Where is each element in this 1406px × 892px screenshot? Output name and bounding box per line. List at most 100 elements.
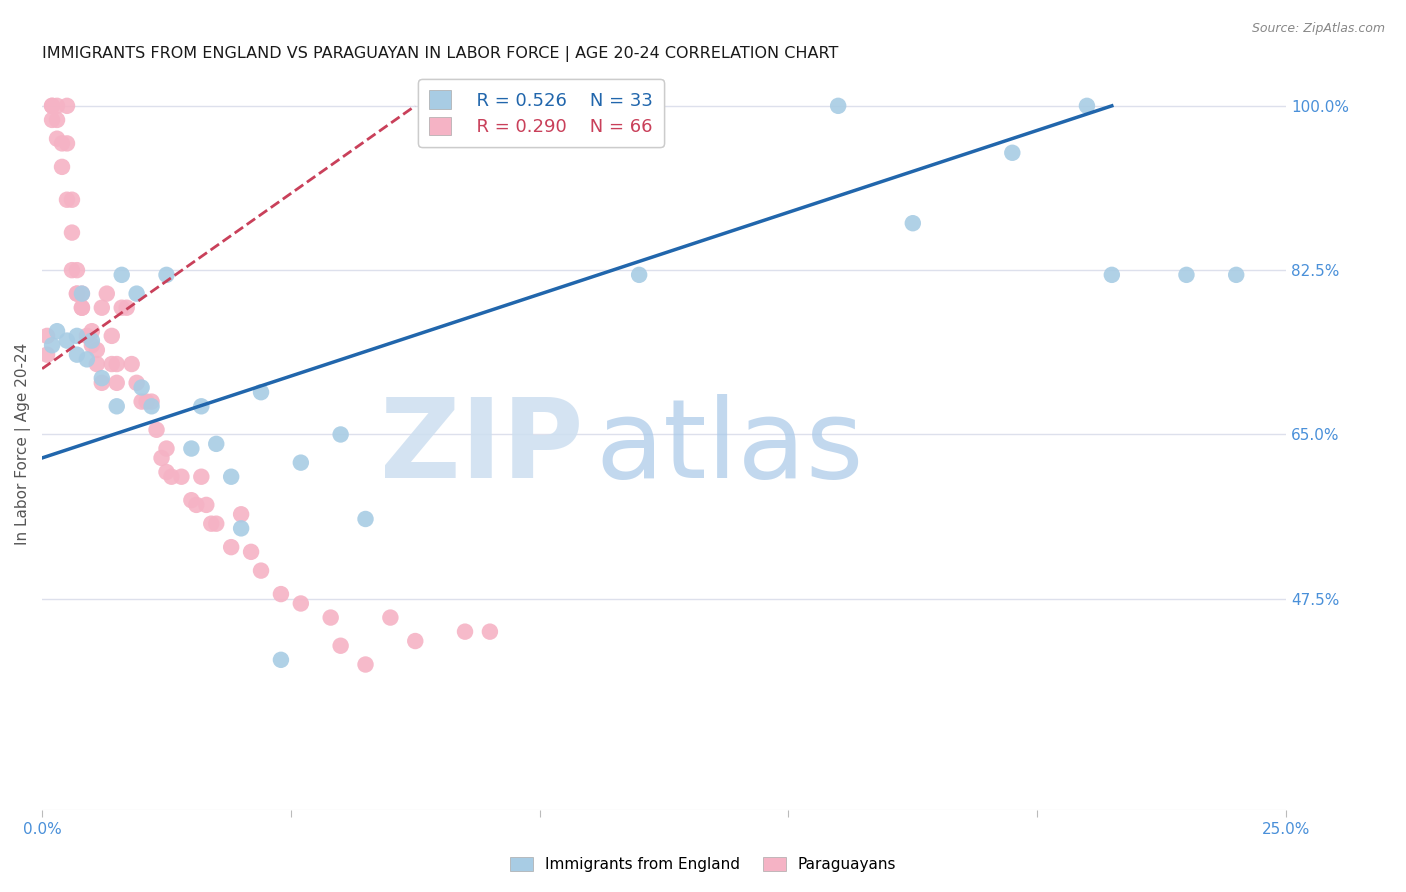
Point: [190, 399, 212, 413]
Point: [380, 610, 402, 624]
Point: [155, 465, 177, 479]
Point: [105, 376, 128, 390]
Point: [229, 521, 252, 535]
Point: [80, 334, 103, 348]
Point: [90, 301, 112, 315]
Point: [35, 329, 58, 343]
Point: [219, 469, 242, 483]
Point: [250, 385, 273, 400]
Point: [105, 357, 128, 371]
Point: [827, 99, 849, 113]
Point: [80, 338, 103, 352]
Point: [329, 427, 352, 442]
Point: [66, 286, 89, 301]
Point: [125, 376, 148, 390]
Point: [111, 301, 134, 315]
Point: [96, 286, 118, 301]
Y-axis label: In Labor Force | Age 20-24: In Labor Force | Age 20-24: [15, 343, 31, 545]
Point: [478, 624, 501, 639]
Point: [60, 226, 83, 240]
Point: [100, 329, 122, 343]
Point: [454, 624, 477, 639]
Point: [1101, 268, 1123, 282]
Point: [56, 334, 79, 348]
Point: [270, 587, 292, 601]
Point: [329, 639, 352, 653]
Point: [135, 394, 157, 409]
Point: [56, 99, 79, 113]
Point: [155, 268, 177, 282]
Point: [41, 99, 63, 113]
Point: [150, 450, 173, 465]
Point: [105, 399, 128, 413]
Point: [66, 286, 89, 301]
Point: [270, 653, 292, 667]
Point: [46, 131, 69, 145]
Text: ZIP: ZIP: [380, 394, 583, 501]
Text: IMMIGRANTS FROM ENGLAND VS PARAGUAYAN IN LABOR FORCE | AGE 20-24 CORRELATION CHA: IMMIGRANTS FROM ENGLAND VS PARAGUAYAN IN…: [42, 46, 838, 62]
Point: [404, 634, 426, 648]
Point: [1076, 99, 1098, 113]
Point: [60, 263, 83, 277]
Point: [170, 469, 193, 483]
Point: [1175, 268, 1198, 282]
Point: [180, 442, 202, 456]
Point: [160, 469, 183, 483]
Point: [111, 268, 134, 282]
Point: [41, 99, 63, 113]
Point: [66, 348, 89, 362]
Point: [51, 136, 73, 151]
Point: [70, 301, 93, 315]
Point: [1225, 268, 1247, 282]
Point: [180, 493, 202, 508]
Point: [76, 329, 98, 343]
Point: [66, 263, 89, 277]
Point: [80, 324, 103, 338]
Point: [195, 498, 218, 512]
Point: [141, 399, 163, 413]
Point: [70, 301, 93, 315]
Point: [46, 112, 69, 127]
Point: [56, 193, 79, 207]
Point: [145, 423, 167, 437]
Point: [205, 516, 228, 531]
Point: [41, 112, 63, 127]
Point: [86, 343, 108, 357]
Point: [56, 136, 79, 151]
Point: [131, 380, 153, 394]
Point: [290, 597, 312, 611]
Point: [131, 394, 153, 409]
Point: [229, 508, 252, 522]
Point: [1001, 145, 1024, 160]
Point: [100, 357, 122, 371]
Point: [354, 657, 377, 672]
Point: [46, 99, 69, 113]
Point: [240, 545, 263, 559]
Text: atlas: atlas: [596, 394, 865, 501]
Point: [141, 394, 163, 409]
Point: [35, 348, 58, 362]
Point: [200, 516, 222, 531]
Legend: Immigrants from England, Paraguayans: Immigrants from England, Paraguayans: [502, 849, 904, 880]
Legend:   R = 0.526    N = 33,   R = 0.290    N = 66: R = 0.526 N = 33, R = 0.290 N = 66: [418, 79, 664, 147]
Point: [186, 498, 208, 512]
Point: [86, 357, 108, 371]
Point: [90, 376, 112, 390]
Point: [46, 324, 69, 338]
Point: [250, 564, 273, 578]
Point: [354, 512, 377, 526]
Point: [70, 286, 93, 301]
Point: [41, 338, 63, 352]
Point: [70, 286, 93, 301]
Point: [319, 610, 342, 624]
Point: [155, 442, 177, 456]
Point: [60, 193, 83, 207]
Point: [51, 160, 73, 174]
Point: [901, 216, 924, 230]
Point: [125, 286, 148, 301]
Point: [115, 301, 138, 315]
Point: [66, 329, 89, 343]
Point: [190, 469, 212, 483]
Point: [205, 437, 228, 451]
Point: [76, 352, 98, 367]
